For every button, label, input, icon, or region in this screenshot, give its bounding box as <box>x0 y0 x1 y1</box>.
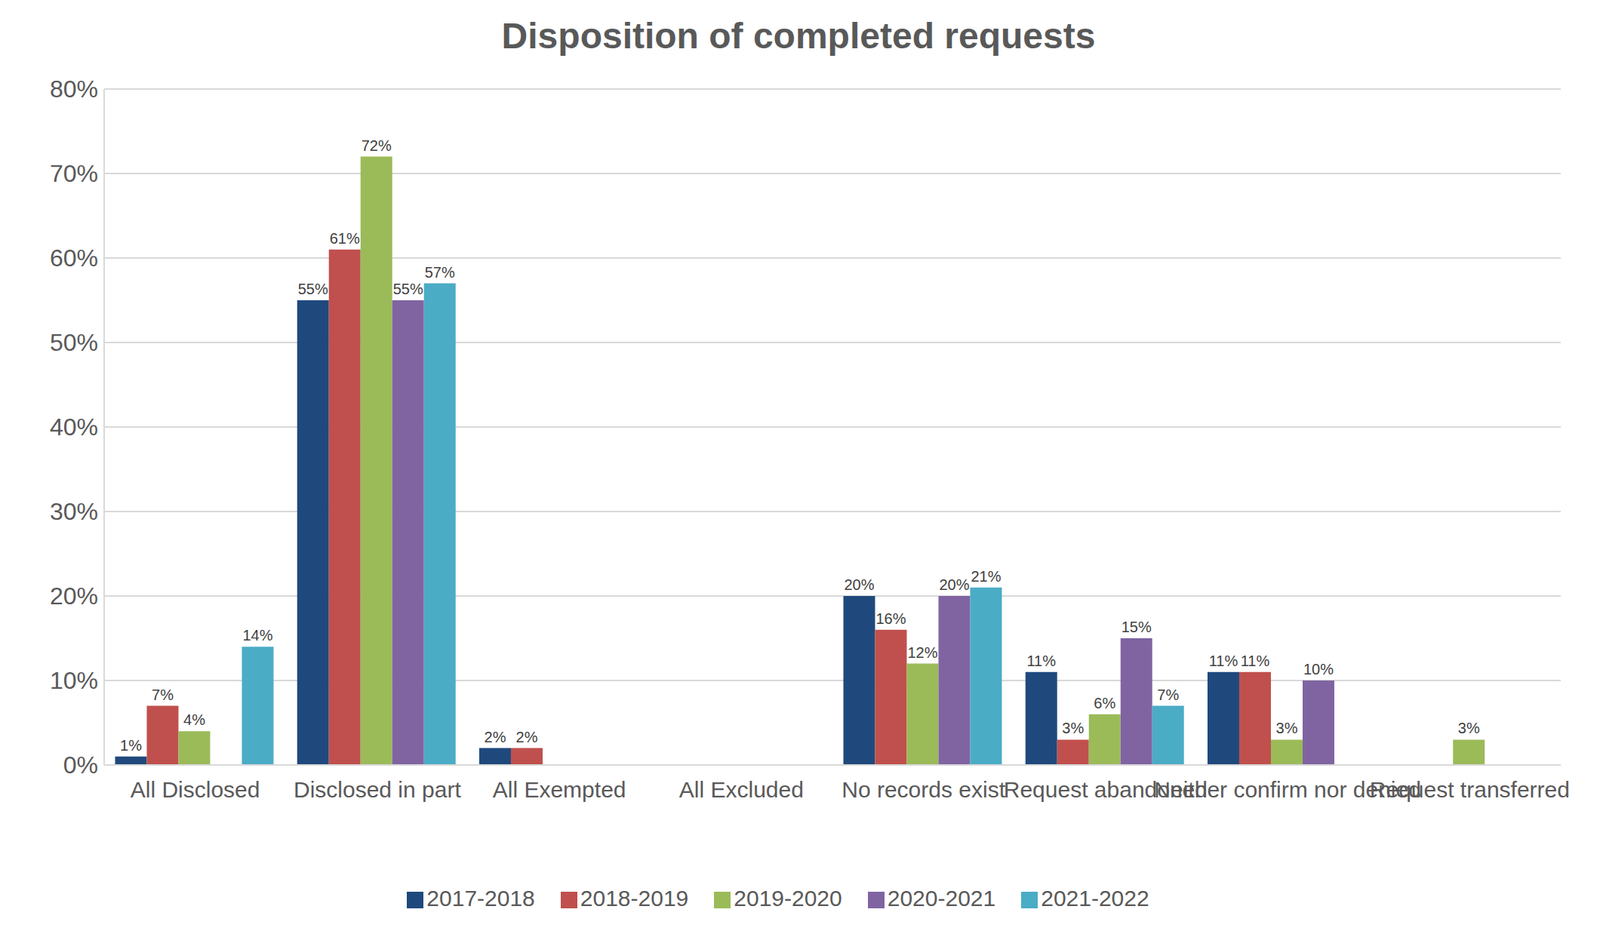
svg-text:20%: 20% <box>938 576 970 594</box>
svg-text:All Excluded: All Excluded <box>679 777 804 803</box>
svg-text:11%: 11% <box>1026 652 1056 670</box>
svg-text:21%: 21% <box>970 568 1001 585</box>
svg-text:55%: 55% <box>393 280 424 298</box>
svg-text:15%: 15% <box>1121 618 1152 636</box>
html-text:2017-2018: 2017-2018 <box>426 886 535 911</box>
svg-text:50%: 50% <box>49 329 99 357</box>
svg-text:All Disclosed: All Disclosed <box>130 777 261 803</box>
svg-text:12%: 12% <box>907 644 938 662</box>
svg-text:7%: 7% <box>1156 686 1179 704</box>
svg-text:60%: 60% <box>49 244 99 272</box>
svg-text:2%: 2% <box>516 729 539 746</box>
svg-text:61%: 61% <box>329 230 360 247</box>
svg-text:20%: 20% <box>843 576 874 594</box>
svg-text:30%: 30% <box>49 498 99 526</box>
svg-text:3%: 3% <box>1061 720 1084 737</box>
svg-text:55%: 55% <box>298 280 329 298</box>
html-text:2018-2019: 2018-2019 <box>580 886 689 911</box>
svg-text:11%: 11% <box>1209 652 1239 670</box>
svg-text:2%: 2% <box>484 729 507 746</box>
svg-text:16%: 16% <box>875 610 906 628</box>
svg-text:No records exist: No records exist <box>841 777 1006 803</box>
svg-text:Disclosed in part: Disclosed in part <box>293 777 462 803</box>
svg-text:6%: 6% <box>1093 695 1116 712</box>
html-text:Disposition of completed reque: Disposition of completed requests <box>501 15 1096 56</box>
svg-text:80%: 80% <box>49 75 99 103</box>
svg-text:40%: 40% <box>49 413 99 441</box>
svg-text:1%: 1% <box>120 737 142 754</box>
svg-text:72%: 72% <box>361 137 392 154</box>
svg-text:11%: 11% <box>1240 652 1271 670</box>
svg-text:4%: 4% <box>183 711 206 729</box>
svg-text:Neither confirm nor denied: Neither confirm nor denied <box>1154 777 1422 803</box>
svg-text:7%: 7% <box>151 686 174 704</box>
svg-text:70%: 70% <box>49 160 99 188</box>
svg-text:10%: 10% <box>49 667 99 695</box>
svg-text:3%: 3% <box>1458 720 1480 737</box>
html-text:2021-2022: 2021-2022 <box>1040 886 1150 911</box>
svg-text:All Exempted: All Exempted <box>492 777 627 803</box>
svg-text:14%: 14% <box>242 627 273 644</box>
svg-text:Request abandoned: Request abandoned <box>1003 777 1208 803</box>
svg-text:Request transferred: Request transferred <box>1369 777 1570 803</box>
svg-text:3%: 3% <box>1276 720 1299 737</box>
svg-text:10%: 10% <box>1303 661 1334 678</box>
svg-text:0%: 0% <box>63 751 99 779</box>
html-text:2019-2020: 2019-2020 <box>733 886 843 911</box>
html-text:2020-2021: 2020-2021 <box>887 886 996 911</box>
svg-text:57%: 57% <box>424 264 456 281</box>
svg-text:20%: 20% <box>49 582 99 610</box>
